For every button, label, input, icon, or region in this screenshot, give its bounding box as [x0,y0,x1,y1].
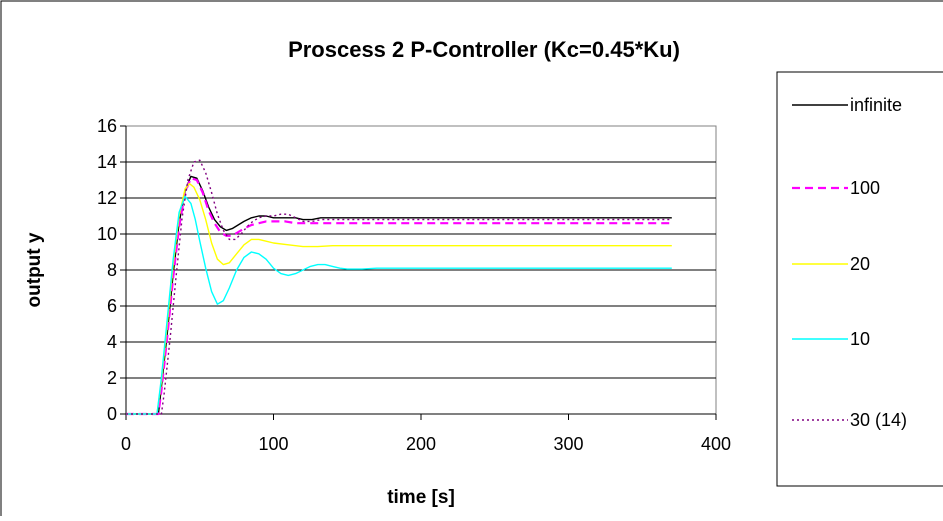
series-line-0 [126,175,672,415]
x-tick-label: 200 [406,434,436,454]
legend: infinite 100 20 10 30 (14) [792,95,907,430]
gridlines [126,161,716,379]
y-tick-label: 6 [107,296,117,316]
y-tick-label: 12 [97,188,117,208]
x-tick-label: 300 [553,434,583,454]
legend-label-1: 100 [850,178,880,198]
series-line-3 [126,195,672,415]
axes: 0 2 4 6 8 10 12 14 16 0 100 200 300 400 [97,116,731,454]
series-line-1 [126,177,672,416]
y-tick-label: 10 [97,224,117,244]
y-axis-label: output y [24,232,45,307]
x-tick-label: 100 [258,434,288,454]
series-line-4 [126,159,672,415]
legend-label-0: infinite [850,95,902,115]
x-tick-label: 400 [701,434,731,454]
y-tick-label: 16 [97,116,117,136]
legend-box [776,71,943,487]
y-tick-label: 2 [107,368,117,388]
legend-label-4: 30 (14) [850,410,907,430]
y-tick-label: 8 [107,260,117,280]
x-tick-label: 0 [121,434,131,454]
y-tick-label: 0 [107,404,117,424]
legend-label-3: 10 [850,329,870,349]
series-lines [126,159,672,416]
y-tick-label: 14 [97,152,117,172]
x-axis-label: time [s] [387,487,455,508]
legend-label-2: 20 [850,254,870,274]
chart-title: Proscess 2 P-Controller (Kc=0.45*Ku) [288,37,680,62]
y-tick-label: 4 [107,332,117,352]
